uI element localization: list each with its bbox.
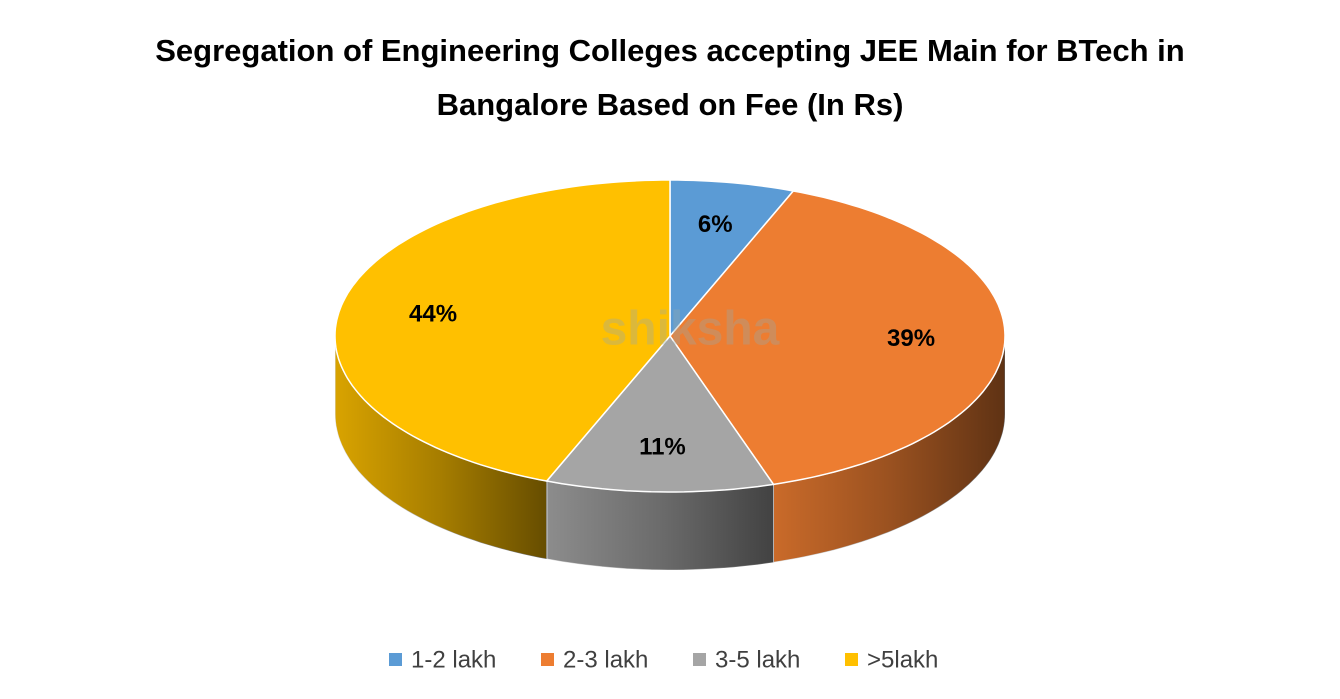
legend-swatch	[693, 653, 706, 666]
legend-label: >5lakh	[867, 646, 938, 673]
data-label: 11%	[639, 434, 686, 461]
legend-label: 2-3 lakh	[563, 646, 648, 673]
pie-side-shade	[335, 336, 547, 559]
data-label: 44%	[409, 300, 457, 327]
pie-slice	[669, 179, 795, 339]
chart-title: Segregation of Engineering Colleges acce…	[155, 33, 1185, 122]
legend: 1-2 lakh 2-3 lakh 3-5 lakh >5lakh	[389, 646, 938, 673]
pie-slice	[545, 334, 775, 493]
legend-swatch	[541, 653, 554, 666]
legend-label: 1-2 lakh	[411, 646, 496, 673]
watermark: shiksha	[601, 303, 780, 356]
pie-slice	[334, 179, 671, 482]
data-label: 6%	[698, 211, 733, 238]
data-label: 39%	[887, 325, 935, 352]
pie-side-shade	[773, 336, 1005, 563]
legend-label: 3-5 lakh	[715, 646, 800, 673]
legend-swatch	[389, 653, 402, 666]
pie-slice	[669, 190, 1006, 486]
pie-side-shade	[546, 481, 774, 570]
legend-swatch	[845, 653, 858, 666]
